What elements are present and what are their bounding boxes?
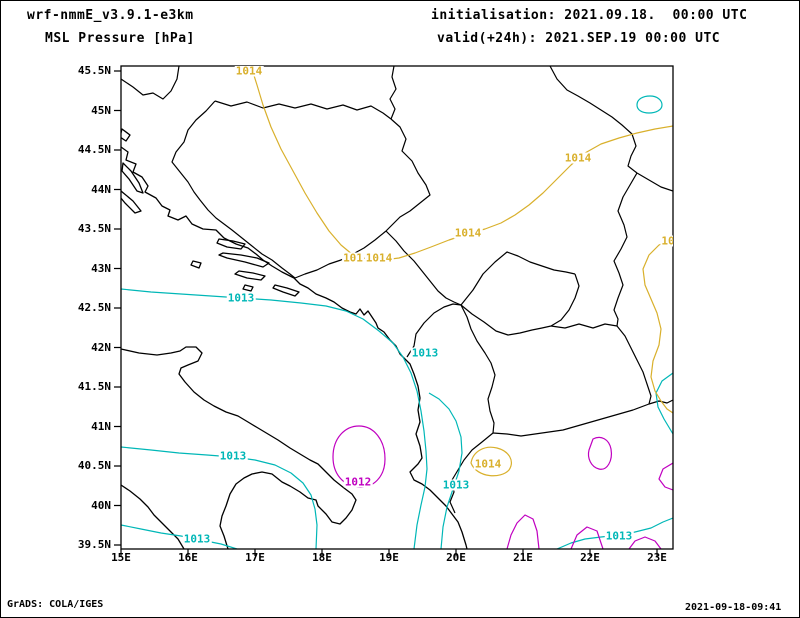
x-tick-label: 20E	[446, 551, 466, 564]
x-tick-label: 19E	[379, 551, 399, 564]
island-outline	[234, 270, 266, 281]
border-segment	[171, 100, 296, 279]
contour-label-1013: 1013	[182, 532, 212, 546]
contour-label-1014: 1014	[473, 457, 503, 471]
x-tick-label: 16E	[178, 551, 198, 564]
border-segment	[214, 100, 392, 120]
plot-area: 1013 1013 1013 1013 1013 1013 1014 101 1…	[121, 66, 673, 549]
axis-ticks-bottom	[120, 549, 658, 556]
y-tick-label: 42.5N	[77, 301, 111, 314]
border-segment	[389, 66, 397, 120]
contour-label-1014: 1014	[563, 151, 593, 165]
x-tick-label: 22E	[580, 551, 600, 564]
contour-1013-line	[655, 372, 673, 435]
contour-label-1014: 10	[660, 235, 673, 247]
contour-label-1013: 1013	[604, 529, 634, 543]
island-outline	[272, 284, 300, 297]
border-segment	[460, 304, 496, 434]
contour-1014-cell	[470, 446, 512, 477]
island-outline	[121, 128, 131, 142]
contour-label-1014: 1014	[453, 226, 483, 240]
field-title: MSL Pressure [hPa]	[45, 31, 195, 46]
contour-1013-line	[121, 524, 238, 549]
contour-1012-cell	[587, 436, 612, 470]
y-tick-label: 40N	[91, 499, 111, 512]
initialisation-time: initialisation: 2021.09.18. 00:00 UTC	[431, 8, 748, 23]
contour-1013-cell	[636, 95, 663, 114]
x-tick-label: 23E	[647, 551, 667, 564]
y-tick-label: 45N	[91, 104, 111, 117]
y-tick-label: 43N	[91, 262, 111, 275]
contour-1012-line	[628, 536, 662, 549]
border-segment	[492, 399, 673, 437]
italy-adriatic-coast	[121, 346, 357, 549]
contours-1012	[332, 425, 673, 549]
island-outline	[190, 260, 202, 269]
contour-label-1014: 101	[342, 251, 364, 265]
contour-label-1013: 1013	[226, 291, 256, 305]
border-segment	[460, 304, 552, 336]
contour-label-1012: 1012	[343, 475, 373, 489]
adriatic-coastline	[121, 146, 468, 549]
border-segment	[294, 230, 387, 279]
y-tick-label: 40.5N	[77, 459, 111, 472]
x-tick-label: 21E	[513, 551, 533, 564]
border-segment	[550, 323, 618, 329]
contour-label-1013: 1013	[441, 478, 471, 492]
border-segment	[406, 303, 462, 358]
contour-label-1014: 1014	[234, 66, 264, 78]
contour-label-1014: 1014	[364, 251, 394, 265]
axis-ticks-left	[114, 70, 121, 546]
x-tick-label: 15E	[111, 551, 131, 564]
island-outline	[242, 284, 254, 292]
y-tick-label: 39.5N	[77, 538, 111, 551]
plot-frame	[120, 65, 674, 550]
border-segment	[121, 66, 180, 100]
border-segment	[550, 273, 580, 327]
model-title: wrf-nmmE_v3.9.1-e3km	[27, 8, 194, 23]
valid-time: valid(+24h): 2021.SEP.19 00:00 UTC	[437, 31, 721, 46]
y-tick-label: 43.5N	[77, 222, 111, 235]
italy-tyrrhenian-coast	[121, 484, 185, 549]
grads-credit: GrADS: COLA/IGES	[7, 599, 104, 610]
contour-1012-line	[506, 514, 540, 549]
border-segment	[385, 118, 431, 232]
y-tick-label: 41N	[91, 420, 111, 433]
island-outline	[218, 252, 270, 268]
contour-label-1013: 1013	[410, 346, 440, 360]
border-segment	[449, 432, 494, 514]
x-tick-label: 17E	[245, 551, 265, 564]
border-segment	[549, 66, 638, 174]
creation-timestamp: 2021-09-18-09:41	[685, 602, 782, 613]
y-tick-label: 44N	[91, 183, 111, 196]
y-tick-label: 44.5N	[77, 143, 111, 156]
border-segment	[613, 172, 638, 327]
border-segment	[385, 230, 462, 306]
x-tick-label: 18E	[312, 551, 332, 564]
border-segment	[616, 325, 652, 405]
coastlines	[121, 128, 468, 549]
island-outline	[121, 190, 142, 214]
contour-1013-line	[121, 446, 318, 549]
y-tick-label: 45.5N	[77, 64, 111, 77]
island-outline	[216, 238, 246, 250]
contour-label-1013: 1013	[218, 449, 248, 463]
contour-1012-line	[570, 526, 604, 549]
country-borders	[121, 66, 673, 514]
contour-1012-line	[658, 462, 673, 491]
border-segment	[460, 251, 576, 306]
border-segment	[636, 172, 673, 192]
contour-1013-line	[428, 392, 463, 549]
contour-1014-line	[642, 238, 673, 414]
island-outline	[121, 162, 144, 194]
y-tick-label: 42N	[91, 341, 111, 354]
y-tick-label: 41.5N	[77, 380, 111, 393]
